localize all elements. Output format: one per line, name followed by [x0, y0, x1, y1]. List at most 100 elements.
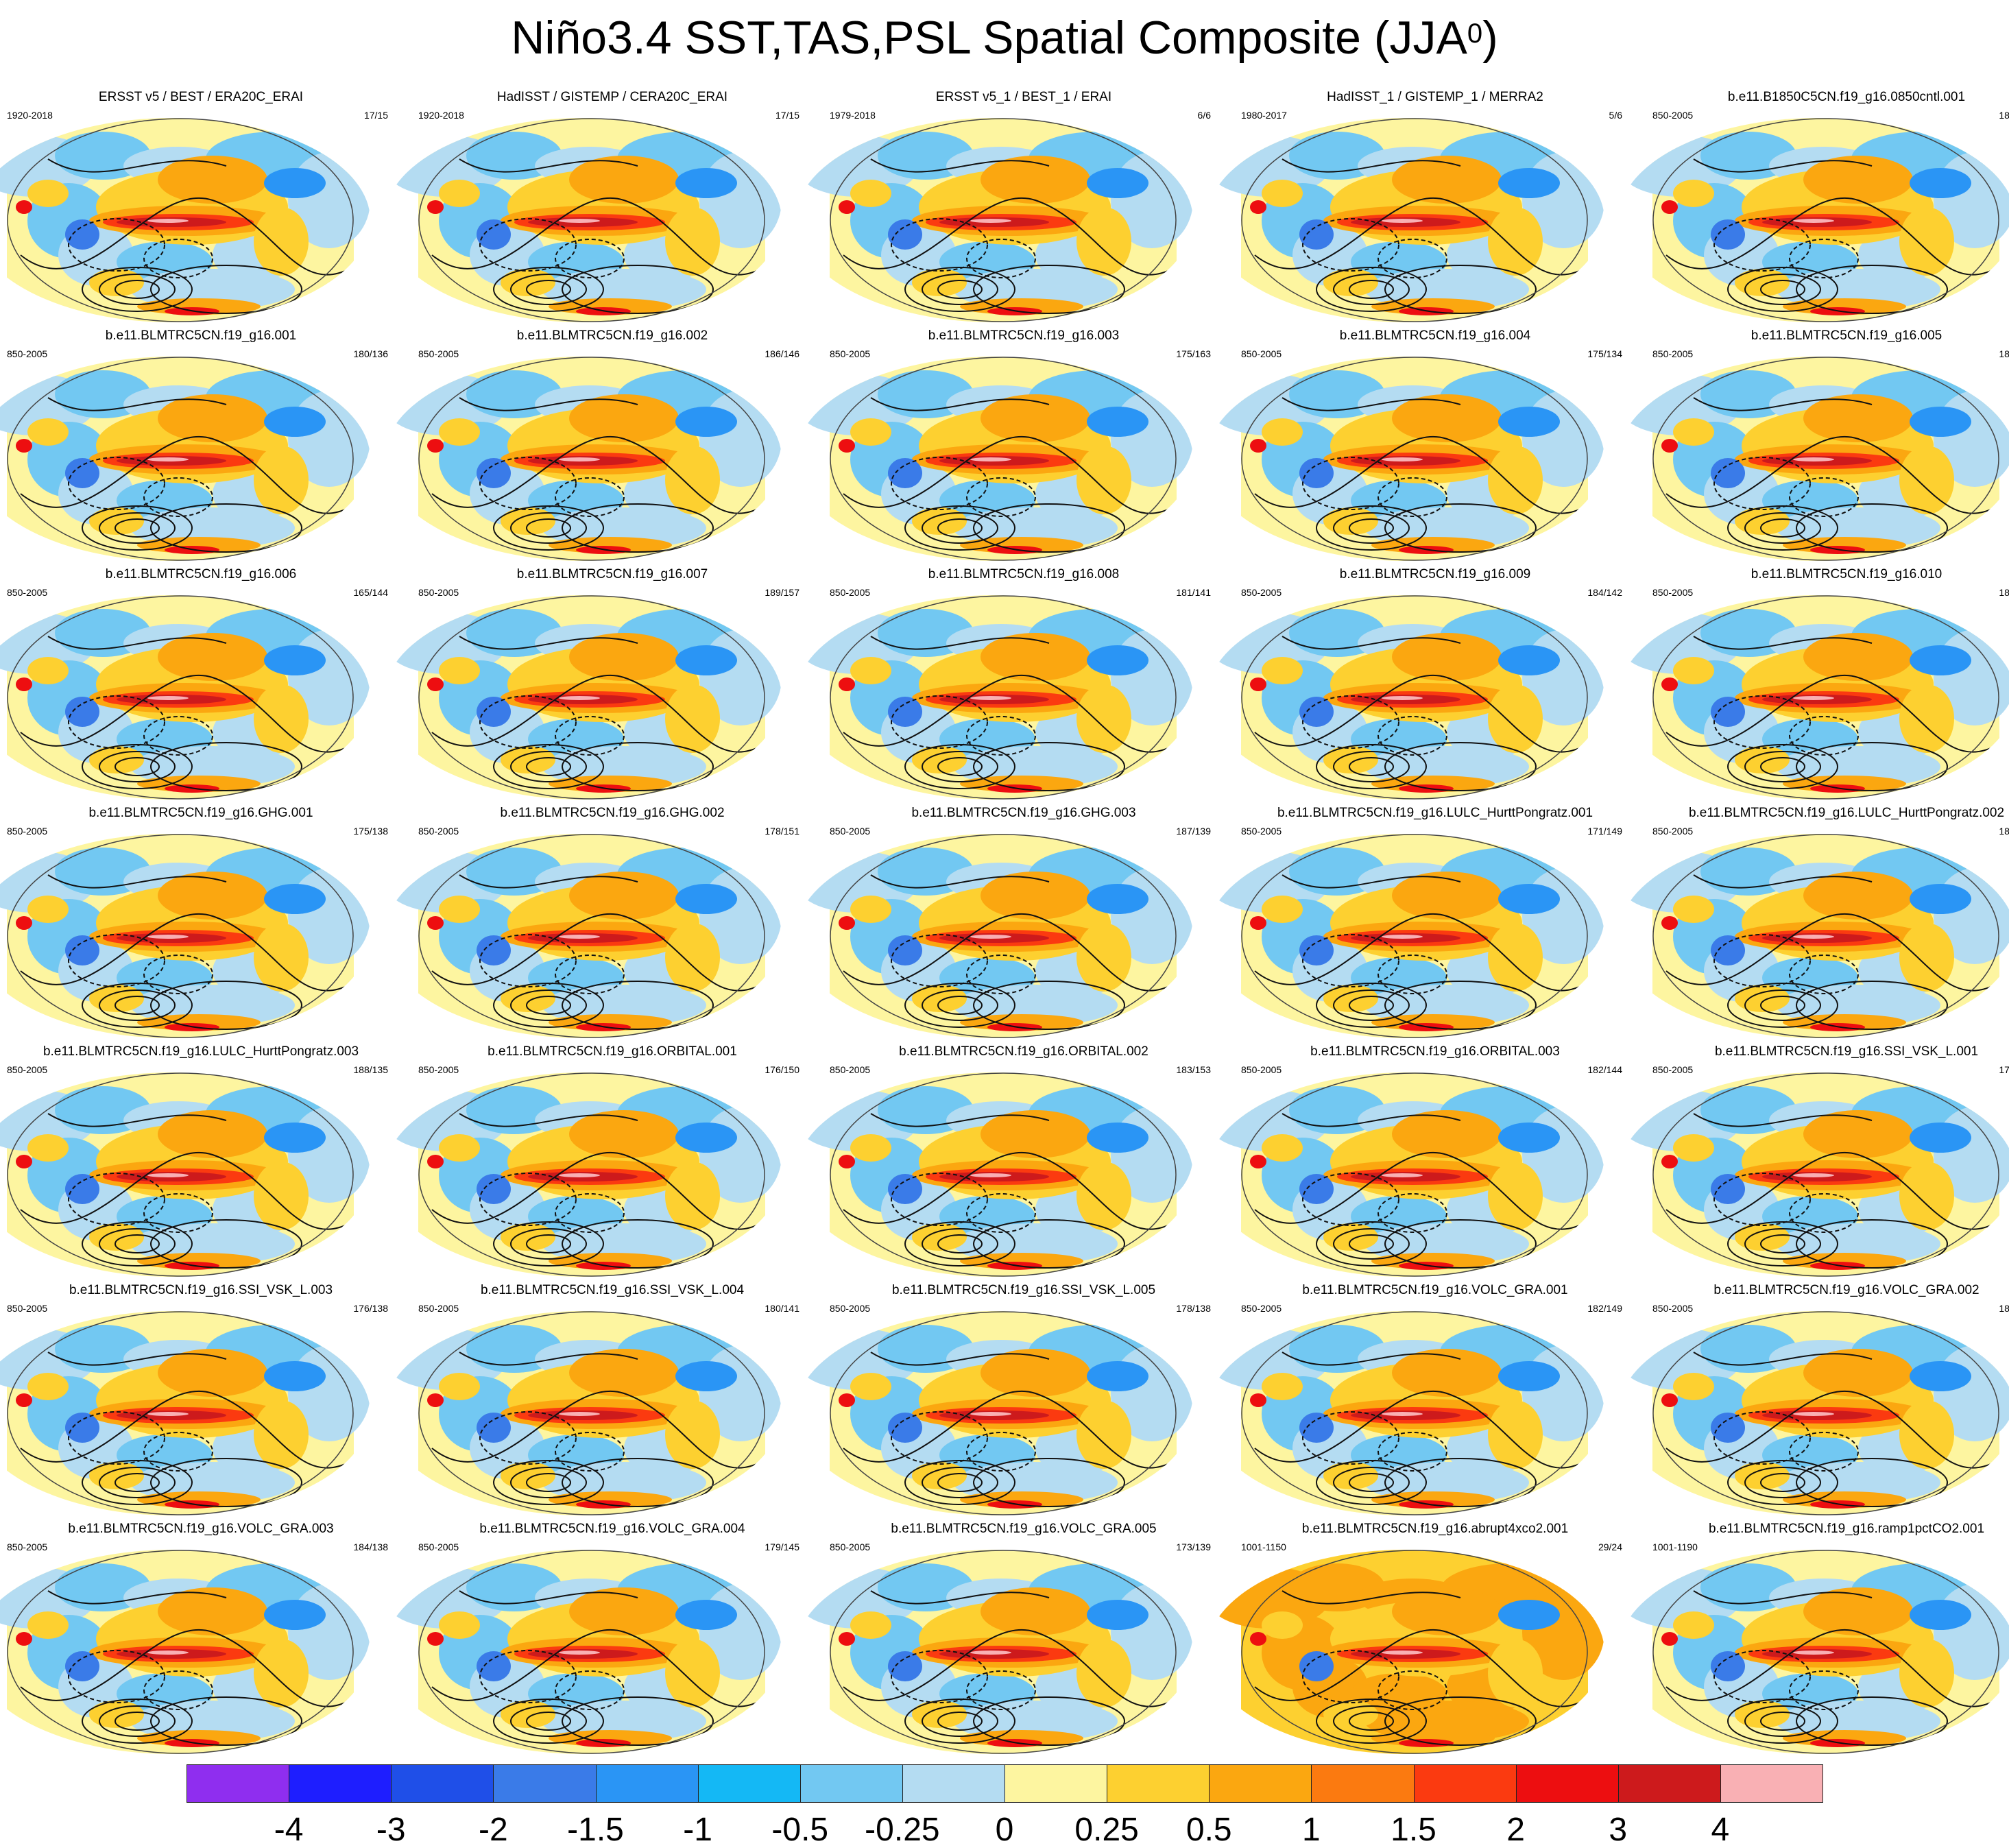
- panel-years: 850-2005: [1652, 826, 1694, 837]
- map-panel: b.e11.BLMTRC5CN.f19_g16.SSI_VSK_L.001 850…: [1618, 1044, 2009, 1277]
- map-panel: b.e11.BLMTRC5CN.f19_g16.LULC_HurttPongra…: [1207, 805, 1636, 1038]
- colorbar-label: -3: [376, 1812, 406, 1848]
- panel-count: 181/140: [1999, 1303, 2009, 1314]
- panel-title: b.e11.BLMTRC5CN.f19_g16.005: [1751, 328, 1942, 343]
- panel-years: 850-2005: [1652, 348, 1694, 359]
- map-panel: b.e11.BLMTRC5CN.f19_g16.010 850-2005 184/1…: [1618, 566, 2009, 800]
- panel-count: 187/139: [1176, 826, 1211, 837]
- ellipse-map: [1207, 595, 1604, 800]
- panel-count: 175/163: [1176, 348, 1211, 359]
- panel-years: 850-2005: [418, 348, 459, 359]
- panel-count: 179/145: [765, 1541, 799, 1552]
- panel-title: b.e11.BLMTRC5CN.f19_g16.009: [1339, 567, 1531, 581]
- map-panel: b.e11.BLMTRC5CN.f19_g16.VOLC_GRA.005 850-…: [795, 1521, 1225, 1754]
- panel-years: 850-2005: [830, 587, 871, 598]
- ellipse-map: [795, 834, 1193, 1038]
- colorbar-swatch: [1413, 1764, 1517, 1803]
- colorbar-swatch: [187, 1764, 289, 1803]
- map-panel: b.e11.BLMTRC5CN.f19_g16.LULC_HurttPongra…: [1618, 805, 2009, 1038]
- map-panel: b.e11.BLMTRC5CN.f19_g16.006 850-2005 165/1…: [0, 566, 402, 800]
- panel-title: b.e11.BLMTRC5CN.f19_g16.001: [105, 328, 297, 343]
- panel-title: b.e11.BLMTRC5CN.f19_g16.LULC_HurttPongra…: [1688, 806, 2005, 820]
- colorbar-swatch: [391, 1764, 494, 1803]
- colorbar-label: -2: [479, 1812, 508, 1848]
- panel-count: 182/156: [1999, 110, 2009, 121]
- colorbar-label: 3: [1609, 1812, 1628, 1848]
- panel-years: 850-2005: [7, 348, 48, 359]
- panel-years: 850-2005: [1652, 110, 1694, 121]
- panel-years: 850-2005: [1241, 1303, 1282, 1314]
- ellipse-map: [0, 1550, 370, 1754]
- panel-title: b.e11.BLMTRC5CN.f19_g16.SSI_VSK_L.005: [891, 1283, 1156, 1297]
- map-panel: b.e11.BLMTRC5CN.f19_g16.GHG.001 850-2005 1…: [0, 805, 402, 1038]
- panel-count: 173/139: [1176, 1541, 1211, 1552]
- panel-count: 171/149: [1587, 826, 1622, 837]
- map-panel: b.e11.BLMTRC5CN.f19_g16.VOLC_GRA.004 850-…: [384, 1521, 813, 1754]
- panel-count: 17/15: [363, 110, 388, 121]
- panel-years: 850-2005: [1241, 826, 1282, 837]
- panel-title: ERSST v5 / BEST / ERA20C_ERAI: [98, 90, 304, 104]
- map-panel: b.e11.BLMTRC5CN.f19_g16.ramp1pctCO2.001 1…: [1618, 1521, 2009, 1754]
- colorbar-swatch: [799, 1764, 903, 1803]
- map-panel: b.e11.BLMTRC5CN.f19_g16.009 850-2005 184/1…: [1207, 566, 1636, 800]
- ellipse-map: [384, 357, 782, 561]
- panel-count: 182/144: [1587, 1064, 1622, 1075]
- panel-title: b.e11.BLMTRC5CN.f19_g16.003: [928, 328, 1120, 343]
- panel-years: 850-2005: [1652, 587, 1694, 598]
- panel-years: 850-2005: [1652, 1303, 1694, 1314]
- panel-count: 178/151: [765, 826, 799, 837]
- colorbar-swatch: [1311, 1764, 1414, 1803]
- colorbar-label: -4: [274, 1812, 304, 1848]
- map-panel: ERSST v5_1 / BEST_1 / ERAI 1979-2018 6/6: [795, 89, 1225, 322]
- map-panel: b.e11.BLMTRC5CN.f19_g16.abrupt4xco2.001 1…: [1207, 1521, 1636, 1754]
- ellipse-map: [1618, 1311, 2009, 1515]
- ellipse-map: [795, 357, 1193, 561]
- panel-count: 183/141: [1999, 826, 2009, 837]
- panel-count: 17/15: [775, 110, 799, 121]
- colorbar-swatch: [902, 1764, 1005, 1803]
- map-panel: HadISST_1 / GISTEMP_1 / MERRA2 1980-2017 5…: [1207, 89, 1636, 322]
- panel-years: 850-2005: [7, 826, 48, 837]
- panel-title: b.e11.BLMTRC5CN.f19_g16.VOLC_GRA.005: [891, 1522, 1157, 1536]
- panel-title: b.e11.BLMTRC5CN.f19_g16.ramp1pctCO2.001: [1708, 1522, 1985, 1536]
- panel-title: b.e11.B1850C5CN.f19_g16.0850cntl.001: [1727, 90, 1966, 104]
- ellipse-map: [1207, 1550, 1604, 1754]
- panel-count: 175/138: [353, 826, 388, 837]
- colorbar-swatch: [1107, 1764, 1210, 1803]
- figure-title-text: Niño3.4 SST,TAS,PSL Spatial Composite (J…: [511, 12, 1467, 64]
- colorbar-label: 0.25: [1074, 1812, 1139, 1848]
- map-panel: b.e11.BLMTRC5CN.f19_g16.007 850-2005 189/1…: [384, 566, 813, 800]
- map-panel: b.e11.BLMTRC5CN.f19_g16.004 850-2005 175/1…: [1207, 328, 1636, 561]
- map-panel: b.e11.B1850C5CN.f19_g16.0850cntl.001 850-…: [1618, 89, 2009, 322]
- panel-title: b.e11.BLMTRC5CN.f19_g16.004: [1339, 328, 1531, 343]
- figure-title-close: ): [1482, 12, 1498, 64]
- panel-title: b.e11.BLMTRC5CN.f19_g16.008: [928, 567, 1120, 581]
- panel-count: 184/142: [1587, 587, 1622, 598]
- panel-years: 1001-1150: [1241, 1541, 1286, 1552]
- panel-years: 850-2005: [830, 1064, 871, 1075]
- panel-years: 850-2005: [830, 826, 871, 837]
- panel-title: b.e11.BLMTRC5CN.f19_g16.VOLC_GRA.001: [1302, 1283, 1568, 1297]
- panel-years: 1979-2018: [830, 110, 876, 121]
- panel-years: 850-2005: [830, 348, 871, 359]
- panel-count: 180/141: [765, 1303, 799, 1314]
- colorbar-label: -0.5: [771, 1812, 829, 1848]
- ellipse-map: [1618, 834, 2009, 1038]
- ellipse-map: [1207, 118, 1604, 322]
- panel-count: 184/138: [353, 1541, 388, 1552]
- ellipse-map: [1618, 1072, 2009, 1277]
- map-panel: b.e11.BLMTRC5CN.f19_g16.VOLC_GRA.001 850-…: [1207, 1282, 1636, 1515]
- ellipse-map: [0, 357, 370, 561]
- panel-count: 5/6: [1609, 110, 1622, 121]
- ellipse-map: [1207, 834, 1604, 1038]
- panel-title: b.e11.BLMTRC5CN.f19_g16.007: [516, 567, 708, 581]
- panel-years: 850-2005: [7, 1303, 48, 1314]
- panel-title: b.e11.BLMTRC5CN.f19_g16.SSI_VSK_L.004: [480, 1283, 745, 1297]
- colorbar-swatch: [493, 1764, 596, 1803]
- panel-years: 850-2005: [1241, 348, 1282, 359]
- ellipse-map: [0, 595, 370, 800]
- colorbar-label: -1: [683, 1812, 712, 1848]
- panel-title: b.e11.BLMTRC5CN.f19_g16.002: [516, 328, 708, 343]
- figure-title: Niño3.4 SST,TAS,PSL Spatial Composite (J…: [0, 7, 2009, 69]
- panel-title: b.e11.BLMTRC5CN.f19_g16.ORBITAL.003: [1310, 1044, 1560, 1059]
